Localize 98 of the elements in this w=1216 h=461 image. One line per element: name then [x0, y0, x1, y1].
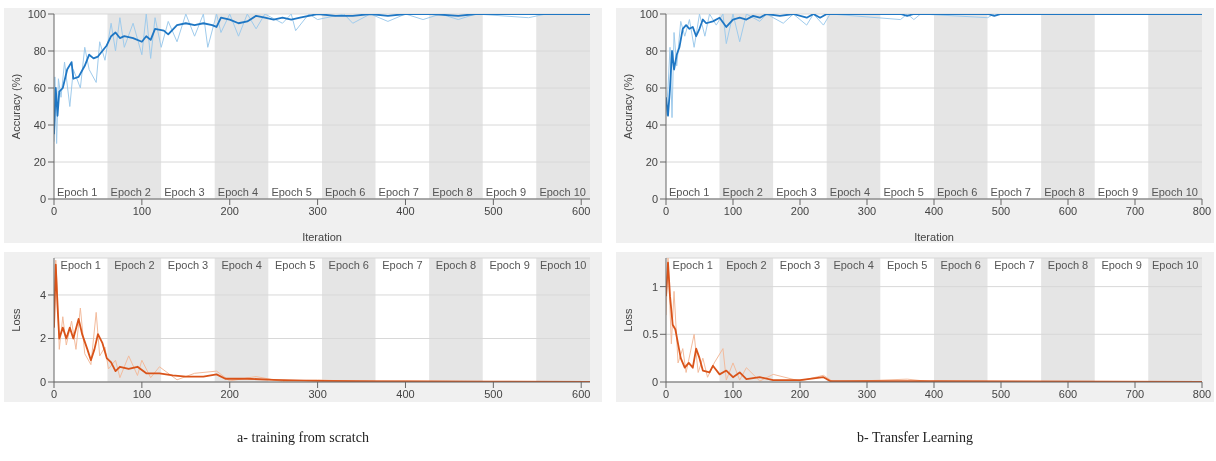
- x-tick-label: 100: [723, 204, 743, 217]
- band-label: Epoch 7: [990, 186, 1031, 198]
- x-tick-label: 500: [991, 204, 1011, 217]
- y-tick-label: 100: [639, 7, 658, 20]
- y-tick-label: 80: [645, 44, 658, 57]
- band-label: Epoch 10: [1151, 186, 1198, 198]
- band-label: Epoch 3: [779, 258, 821, 271]
- x-tick-label: 200: [220, 387, 239, 400]
- y-tick-label: 80: [33, 44, 46, 57]
- x-tick-label: 300: [857, 204, 877, 217]
- band-label: Epoch 1: [57, 186, 98, 198]
- band-label: Epoch 3: [776, 186, 817, 198]
- x-tick-label: 400: [924, 387, 944, 400]
- band-label: Epoch 3: [167, 258, 209, 271]
- x-tick-label: 200: [790, 204, 810, 217]
- band-label: Epoch 2: [722, 186, 763, 198]
- band-label: Epoch 2: [726, 258, 767, 271]
- band-label: Epoch 9: [489, 258, 530, 271]
- x-tick-label: 700: [1125, 204, 1145, 217]
- x-tick-label: 600: [572, 387, 591, 400]
- y-tick-label: 100: [27, 7, 46, 20]
- x-axis-title: Iteration: [914, 231, 954, 243]
- x-tick-label: 300: [857, 387, 877, 400]
- band-label: Epoch 9: [1097, 186, 1139, 198]
- y-axis-title: Accuracy (%): [621, 73, 634, 140]
- x-tick-label: 0: [662, 204, 670, 217]
- y-tick-label: 40: [645, 118, 658, 131]
- band-label: Epoch 10: [1151, 258, 1199, 271]
- band-label: Epoch 1: [669, 186, 710, 198]
- band-label: Epoch 7: [382, 258, 423, 271]
- y-tick-label: 0: [39, 192, 46, 205]
- band-label: Epoch 5: [275, 258, 316, 271]
- y-tick-label: 20: [33, 155, 46, 168]
- band-label: Epoch 7: [994, 258, 1035, 271]
- band-label: Epoch 7: [378, 186, 419, 198]
- x-tick-label: 0: [50, 204, 58, 217]
- y-axis-title: Loss: [621, 307, 634, 332]
- text: a- training from scratch: [236, 430, 370, 446]
- x-tick-label: 400: [396, 387, 415, 400]
- band-label: Epoch 10: [539, 186, 586, 198]
- y-axis-title: Accuracy (%): [9, 73, 22, 140]
- band-label: Epoch 1: [60, 258, 101, 271]
- band-label: Epoch 9: [485, 186, 527, 198]
- x-tick-label: 500: [484, 387, 503, 400]
- band-label: Epoch 4: [217, 186, 259, 198]
- band-label: Epoch 2: [110, 186, 151, 198]
- x-tick-label: 200: [790, 387, 810, 400]
- x-tick-label: 800: [1192, 387, 1212, 400]
- x-tick-label: 500: [991, 387, 1011, 400]
- band-label: Epoch 6: [937, 186, 978, 198]
- text: b- Transfer Learning: [856, 430, 974, 446]
- band-label: Epoch 9: [1101, 258, 1142, 271]
- band-label: Epoch 4: [833, 258, 874, 271]
- band-label: Epoch 5: [887, 258, 928, 271]
- x-tick-label: 400: [924, 204, 944, 217]
- x-axis-title: Iteration: [302, 231, 342, 243]
- band-label: Epoch 4: [829, 186, 871, 198]
- y-tick-label: 40: [33, 118, 46, 131]
- y-tick-label: 2: [39, 332, 46, 345]
- x-tick-label: 200: [220, 204, 239, 217]
- y-tick-label: 60: [645, 81, 658, 94]
- y-tick-label: 0: [651, 375, 658, 388]
- x-tick-label: 700: [1125, 387, 1145, 400]
- band-label: Epoch 8: [432, 186, 473, 198]
- band-label: Epoch 1: [672, 258, 713, 271]
- band-label: Epoch 5: [271, 186, 312, 198]
- y-tick-label: 60: [33, 81, 46, 94]
- y-tick-label: 20: [645, 155, 658, 168]
- band-label: Epoch 10: [539, 258, 587, 271]
- x-tick-label: 400: [396, 204, 415, 217]
- band-label: Epoch 8: [1044, 186, 1085, 198]
- x-tick-label: 600: [1058, 387, 1078, 400]
- band-label: Epoch 6: [328, 258, 369, 271]
- x-tick-label: 300: [308, 387, 327, 400]
- x-tick-label: 100: [132, 387, 152, 400]
- band-label: Epoch 4: [221, 258, 262, 271]
- x-tick-label: 0: [662, 387, 670, 400]
- band-label: Epoch 8: [1047, 258, 1089, 271]
- x-tick-label: 800: [1192, 204, 1212, 217]
- band-label: Epoch 2: [114, 258, 155, 271]
- y-tick-label: 4: [39, 288, 46, 301]
- band-label: Epoch 8: [435, 258, 477, 271]
- x-tick-label: 300: [308, 204, 327, 217]
- x-tick-label: 100: [723, 387, 743, 400]
- x-tick-label: 0: [50, 387, 58, 400]
- x-tick-label: 600: [1058, 204, 1078, 217]
- band-label: Epoch 6: [940, 258, 981, 271]
- y-axis-title: Loss: [9, 307, 22, 332]
- x-tick-label: 600: [572, 204, 591, 217]
- y-tick-label: 0: [39, 375, 46, 388]
- band-label: Epoch 3: [164, 186, 205, 198]
- y-tick-label: 0: [651, 192, 658, 205]
- x-tick-label: 100: [132, 204, 152, 217]
- x-tick-label: 500: [484, 204, 503, 217]
- y-tick-label: 1: [651, 280, 658, 293]
- band-label: Epoch 6: [325, 186, 366, 198]
- y-tick-label: 0.5: [642, 328, 658, 341]
- band-label: Epoch 5: [883, 186, 924, 198]
